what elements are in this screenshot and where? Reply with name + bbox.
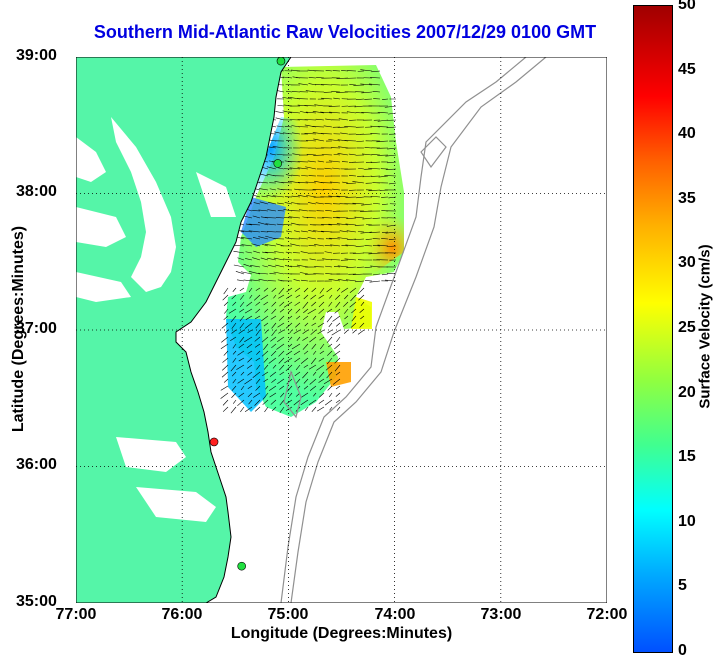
colorbar-tick-label: 20 bbox=[678, 384, 696, 402]
colorbar-tick-label: 50 bbox=[678, 0, 696, 14]
colorbar-tick-label: 30 bbox=[678, 254, 696, 272]
map-title: Southern Mid-Atlantic Raw Velocities 200… bbox=[0, 21, 690, 43]
y-tick-label: 39:00 bbox=[16, 47, 76, 65]
station-marker bbox=[238, 562, 246, 570]
colorbar-tick-label: 15 bbox=[678, 448, 696, 466]
colorbar-tick-label: 40 bbox=[678, 125, 696, 143]
colorbar-tick-label: 0 bbox=[678, 642, 687, 660]
station-marker bbox=[274, 159, 282, 167]
y-tick-label: 36:00 bbox=[16, 456, 76, 474]
colorbar-tick-label: 45 bbox=[678, 61, 696, 79]
station-marker bbox=[277, 57, 285, 65]
station-marker bbox=[210, 438, 218, 446]
colorbar bbox=[633, 5, 673, 653]
colorbar-tick-label: 25 bbox=[678, 319, 696, 337]
colorbar-tick-label: 35 bbox=[678, 190, 696, 208]
colorbar-tick-label: 10 bbox=[678, 513, 696, 531]
x-tick-label: 74:00 bbox=[365, 606, 425, 624]
velocity-map bbox=[76, 57, 607, 603]
x-tick-label: 76:00 bbox=[152, 606, 212, 624]
x-tick-label: 77:00 bbox=[46, 606, 106, 624]
x-axis-label: Longitude (Degrees:Minutes) bbox=[76, 625, 607, 643]
x-tick-label: 72:00 bbox=[577, 606, 637, 624]
x-tick-label: 73:00 bbox=[471, 606, 531, 624]
y-tick-label: 38:00 bbox=[16, 183, 76, 201]
x-tick-label: 75:00 bbox=[258, 606, 318, 624]
colorbar-tick-label: 5 bbox=[678, 577, 687, 595]
colorbar-label: Surface Velocity (cm/s) bbox=[697, 232, 714, 422]
y-axis-label: Latitude (Degrees:Minutes) bbox=[10, 224, 28, 434]
